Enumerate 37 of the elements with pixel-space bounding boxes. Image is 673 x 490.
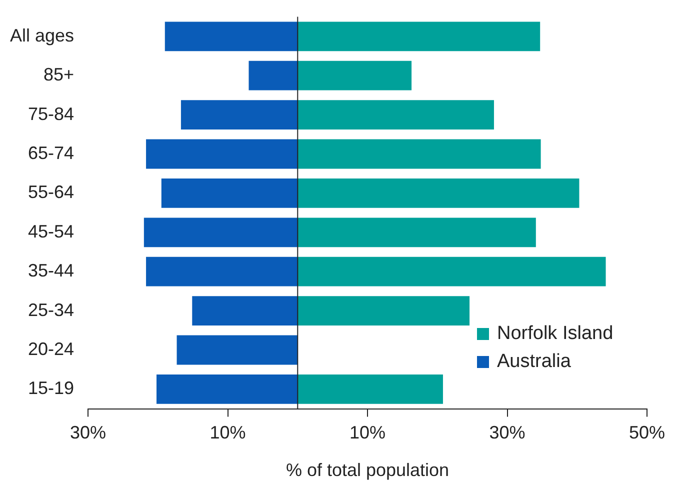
y-tick-label: 55-64 [28,182,74,202]
bar [144,218,298,248]
bar [298,374,443,404]
y-tick-label: 75-84 [28,104,74,124]
y-tick-label: 25-34 [28,300,74,320]
x-tick-label: 50% [628,422,666,443]
x-tick-label: 30% [489,422,526,443]
bar [146,139,298,169]
y-tick-label: All ages [10,25,74,46]
x-tick-label: 10% [350,422,386,443]
x-axis-title: % of total population [286,460,450,480]
bar [164,22,298,52]
bar [156,374,298,404]
bar [298,60,412,90]
y-tick-label: 35-44 [28,260,74,281]
bar [298,22,540,52]
legend-label: Norfolk Island [497,322,614,345]
bar [146,256,298,286]
bar [192,296,298,326]
y-tick-label: 85+ [43,64,74,85]
bar [161,178,298,208]
bar [176,335,298,365]
bar [298,100,494,130]
bar [298,218,536,248]
bar [248,60,298,90]
x-tick-label: 30% [70,422,106,443]
bar [298,256,606,286]
y-tick-label: 65-74 [28,142,74,163]
bar [298,296,470,326]
bar [298,139,541,169]
y-tick-label: 20-24 [28,338,74,359]
y-tick-label: 15-19 [28,378,74,398]
y-tick-label: 45-54 [28,221,74,242]
bar [180,100,298,130]
bar [298,178,580,208]
x-tick-label: 10% [210,422,246,443]
legend-label: Australia [497,350,571,373]
